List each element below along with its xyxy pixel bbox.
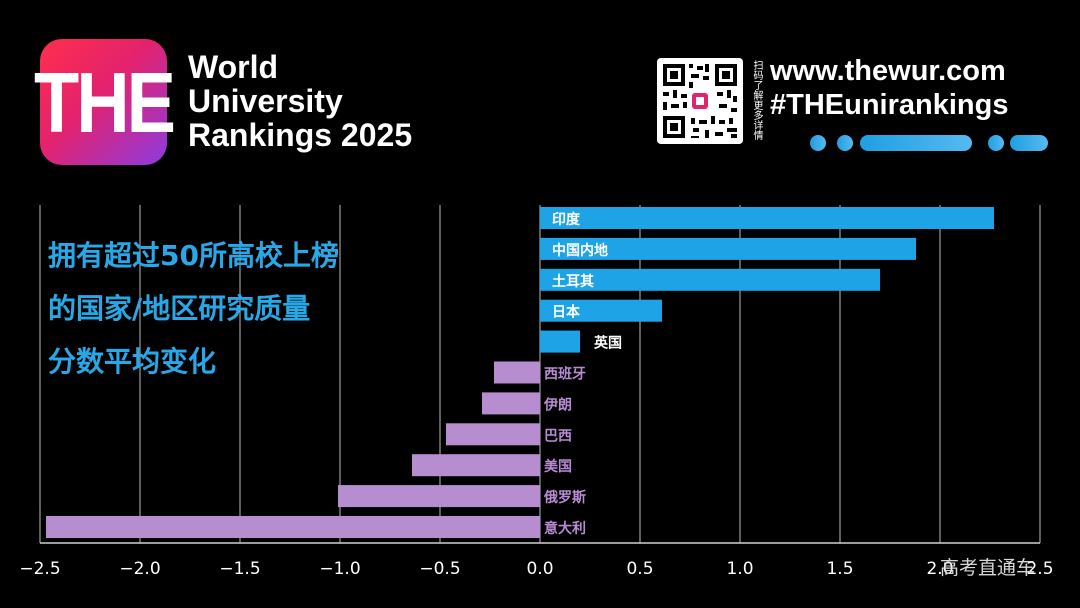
hashtag: #THEunirankings: [770, 89, 1009, 121]
bar: [540, 268, 880, 291]
site-info: www.thewur.com #THEunirankings: [770, 54, 1060, 122]
x-tick-label: −1.0: [319, 559, 360, 579]
bar: [540, 299, 662, 322]
x-tick-label: 2.0: [926, 559, 953, 579]
category-label: 巴西: [544, 428, 572, 444]
chart-title-line-3: 分数平均变化: [48, 345, 217, 378]
qr-caption: 扫码了解更多详情: [751, 60, 762, 140]
category-label: 伊朗: [543, 396, 572, 413]
x-tick-label: 2.5: [1026, 559, 1053, 579]
category-label: 印度: [552, 211, 581, 228]
brand-title-line-2: University: [188, 83, 343, 119]
bar: [540, 237, 916, 260]
bar: [412, 454, 540, 477]
category-label: 日本: [552, 304, 581, 321]
qr-code: [657, 58, 743, 144]
x-tick-label: −2.0: [119, 559, 160, 579]
x-tick-label: 0.5: [626, 559, 653, 579]
bar: [446, 423, 540, 446]
logo-text: THE: [34, 54, 176, 150]
category-label: 西班牙: [544, 366, 586, 383]
x-tick-label: 1.5: [826, 559, 853, 579]
x-tick-label: −2.5: [19, 559, 60, 579]
bar: [46, 516, 540, 538]
category-label: 英国: [593, 335, 622, 352]
x-tick-label: −0.5: [419, 559, 460, 579]
category-label: 俄罗斯: [543, 489, 586, 506]
bar: [540, 330, 580, 353]
bar: [338, 485, 540, 508]
x-tick-label: 1.0: [726, 559, 753, 579]
website-link[interactable]: www.thewur.com: [770, 55, 1006, 87]
brand-title-line-3: Rankings 2025: [188, 117, 413, 153]
decorative-dots: [810, 135, 1050, 151]
category-label: 意大利: [544, 520, 586, 537]
watermark: 高考直通车: [940, 557, 1036, 579]
x-tick-label: 0.0: [526, 559, 553, 579]
chart-title-line-1: 拥有超过50所高校上榜: [48, 239, 339, 272]
the-logo: THE: [34, 39, 176, 165]
bar: [494, 361, 540, 384]
brand-title: World University Rankings 2025: [188, 50, 468, 152]
chart-title-line-2: 的国家/地区研究质量: [48, 292, 311, 325]
bar: [482, 392, 540, 415]
x-tick-label: −1.5: [219, 559, 260, 579]
category-label: 美国: [544, 458, 572, 475]
category-label: 中国内地: [552, 242, 608, 259]
bar: [540, 207, 994, 229]
brand-title-line-1: World: [188, 49, 279, 85]
chart-title: 拥有超过50所高校上榜 的国家/地区研究质量 分数平均变化: [48, 229, 448, 388]
category-label: 土耳其: [552, 273, 594, 290]
